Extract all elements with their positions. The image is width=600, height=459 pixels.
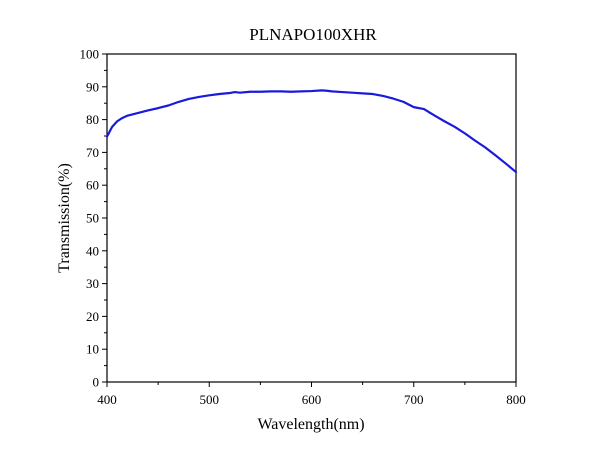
y-tick-label: 10 — [86, 342, 99, 357]
plot-area-frame — [106, 53, 517, 383]
y-tick-label: 100 — [80, 47, 100, 62]
y-tick-label: 30 — [86, 276, 99, 291]
y-tick-label: 50 — [86, 211, 99, 226]
x-tick-label: 800 — [506, 392, 526, 407]
chart-title: PLNAPO100XHR — [249, 25, 377, 44]
y-axis: 0 10 20 30 40 50 60 70 80 90 100 — [80, 47, 107, 390]
x-tick-label: 600 — [302, 392, 322, 407]
y-tick-label: 40 — [86, 243, 99, 258]
y-tick-label: 60 — [86, 178, 99, 193]
y-tick-label: 80 — [86, 112, 99, 127]
x-axis-label: Wavelength(nm) — [257, 416, 364, 433]
y-tick-label: 90 — [86, 79, 99, 94]
y-tick-label: 20 — [86, 309, 99, 324]
x-axis: 400 500 600 700 800 — [97, 382, 526, 407]
y-axis-label: Transmission(%) — [56, 163, 73, 273]
y-tick-label: 0 — [93, 375, 100, 390]
x-tick-label: 700 — [404, 392, 424, 407]
y-tick-label: 70 — [86, 145, 99, 160]
x-tick-label: 400 — [97, 392, 117, 407]
x-tick-label: 500 — [200, 392, 220, 407]
transmission-series-line — [105, 89, 518, 174]
